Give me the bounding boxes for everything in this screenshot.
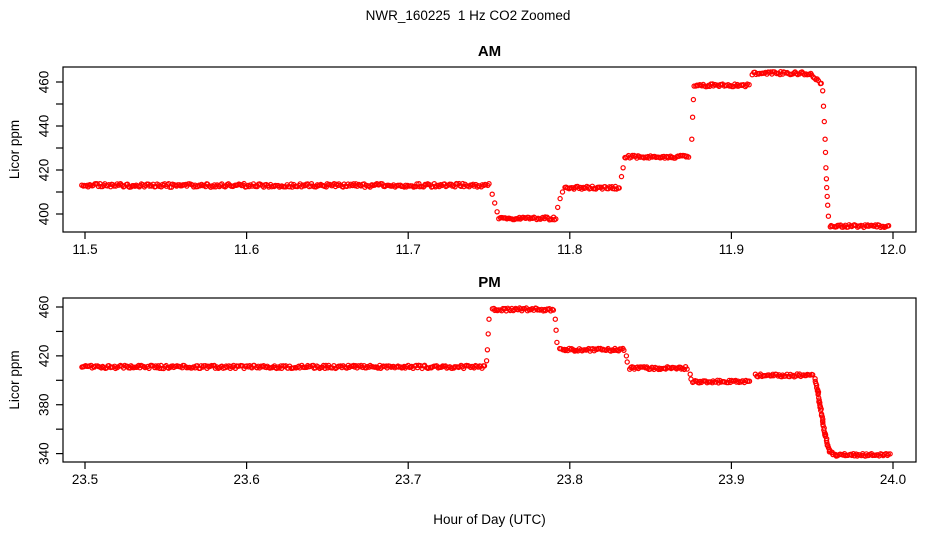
svg-text:23.9: 23.9 <box>718 472 744 487</box>
svg-text:11.7: 11.7 <box>396 242 421 257</box>
svg-text:11.5: 11.5 <box>72 242 97 257</box>
x-axis-title: Hour of Day (UTC) <box>433 512 546 527</box>
svg-text:23.8: 23.8 <box>557 472 583 487</box>
svg-text:Licor ppm: Licor ppm <box>7 350 22 409</box>
svg-text:340: 340 <box>37 442 52 465</box>
chart-title: NWR_160225 1 Hz CO2 Zoomed <box>365 8 571 23</box>
svg-text:400: 400 <box>37 203 52 226</box>
data-points-pm <box>79 305 893 459</box>
svg-text:AM: AM <box>478 43 501 60</box>
svg-text:23.7: 23.7 <box>395 472 421 487</box>
svg-text:23.6: 23.6 <box>233 472 259 487</box>
svg-text:11.6: 11.6 <box>234 242 259 257</box>
panel-pm: PM Licor ppm 340 380 420 460 23.5 23.6 23.7 23.8 2… <box>7 274 917 487</box>
svg-text:380: 380 <box>37 393 52 416</box>
svg-text:23.5: 23.5 <box>72 472 98 487</box>
svg-text:24.0: 24.0 <box>880 472 906 487</box>
svg-text:420: 420 <box>37 345 52 368</box>
svg-text:420: 420 <box>37 159 52 182</box>
panel-am: AM Licor ppm 400 420 440 460 11.5 11.6 11.7 11.8 1… <box>7 43 917 257</box>
svg-text:11.8: 11.8 <box>557 242 582 257</box>
svg-text:Licor ppm: Licor ppm <box>7 120 22 179</box>
data-points-am <box>79 68 892 231</box>
svg-text:12.0: 12.0 <box>880 242 906 257</box>
svg-text:460: 460 <box>37 296 52 319</box>
svg-text:440: 440 <box>37 115 52 138</box>
svg-text:460: 460 <box>37 71 52 94</box>
svg-text:PM: PM <box>478 274 501 291</box>
svg-text:11.9: 11.9 <box>719 242 744 257</box>
